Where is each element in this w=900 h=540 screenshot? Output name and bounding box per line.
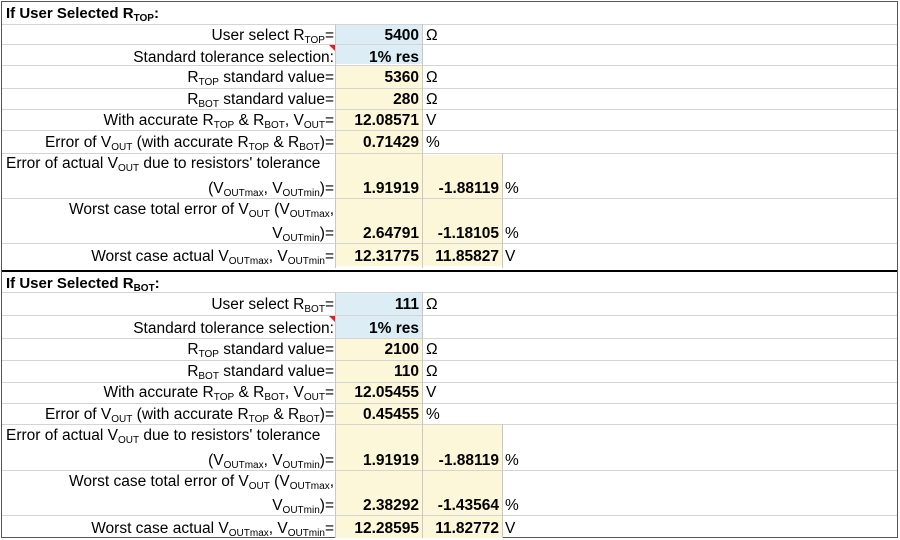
volt-unit: V — [505, 520, 516, 537]
accurate-vout-value: 12.05455 — [354, 384, 419, 401]
error-vout-label: Error of VOUT (with accurate RTOP & RBOT… — [44, 134, 334, 153]
volt-unit: V — [426, 112, 437, 129]
worst-total-error-max: 2.64791 — [362, 225, 419, 242]
percent-unit: % — [505, 225, 519, 242]
tolerance-error-label-line1: Error of actual VOUT due to resistors' t… — [6, 427, 321, 446]
tolerance-select[interactable]: 1% res — [369, 49, 419, 66]
user-select-label: User select RBOT= — [211, 296, 334, 315]
ohm-unit: Ω — [426, 91, 438, 108]
percent-unit: % — [505, 452, 519, 469]
volt-unit: V — [505, 248, 516, 265]
user-select-input[interactable]: 111 — [394, 296, 419, 313]
ohm-unit: Ω — [426, 341, 438, 358]
comment-indicator-icon[interactable] — [329, 316, 335, 322]
rtop-standard-label: RTOP standard value= — [187, 69, 334, 88]
tolerance-error-min: -1.88119 — [438, 180, 499, 197]
result-cells-bg-2 — [423, 155, 502, 266]
comment-indicator-icon[interactable] — [329, 45, 335, 51]
worst-actual-min: 11.82772 — [435, 520, 499, 537]
accurate-vout-label: With accurate RTOP & RBOT, VOUT= — [103, 112, 335, 131]
accurate-vout-value: 12.08571 — [354, 112, 419, 129]
user-select-input[interactable]: 5400 — [384, 27, 419, 44]
accurate-vout-label: With accurate RTOP & RBOT, VOUT= — [103, 384, 335, 403]
tolerance-select[interactable]: 1% res — [369, 320, 419, 337]
rbot-standard-label: RBOT standard value= — [187, 363, 334, 382]
section-user-selected-rbot: If User Selected RBOT: User select RBOT=… — [2, 270, 897, 540]
worst-actual-max: 12.31775 — [354, 248, 419, 265]
percent-unit: % — [426, 134, 440, 151]
section-title: If User Selected RTOP: — [6, 5, 159, 24]
worst-actual-max: 12.28595 — [354, 520, 419, 537]
tolerance-error-max: 1.91919 — [362, 180, 419, 197]
result-cells-bg — [336, 339, 422, 538]
tolerance-error-max: 1.91919 — [362, 452, 419, 469]
worst-total-error-label-line1: Worst case total error of VOUT (VOUTmax, — [69, 201, 334, 220]
worst-total-error-label-line2: VOUTmin)= — [272, 225, 334, 244]
tolerance-error-label-line2: (VOUTmax, VOUTmin)= — [208, 180, 334, 199]
worst-actual-label: Worst case actual VOUTmax, VOUTmin= — [91, 248, 334, 267]
tolerance-error-label-line2: (VOUTmax, VOUTmin)= — [208, 452, 334, 471]
worst-total-error-min: -1.18105 — [437, 225, 499, 242]
volt-unit: V — [426, 384, 437, 401]
rbot-standard-label: RBOT standard value= — [187, 91, 334, 110]
ohm-unit: Ω — [426, 363, 438, 380]
tolerance-error-label-line1: Error of actual VOUT due to resistors' t… — [6, 155, 321, 174]
section-title: If User Selected RBOT: — [6, 275, 160, 294]
rtop-standard-label: RTOP standard value= — [187, 341, 334, 360]
worst-actual-min: 11.85827 — [435, 248, 499, 265]
rbot-standard-value: 110 — [393, 363, 419, 380]
tolerance-error-min: -1.88119 — [438, 452, 499, 469]
rbot-standard-value: 280 — [393, 91, 419, 108]
percent-unit: % — [505, 497, 519, 514]
worst-total-error-label-line2: VOUTmin)= — [272, 497, 334, 516]
tolerance-label: Standard tolerance selection: — [133, 320, 334, 337]
ohm-unit: Ω — [426, 296, 438, 313]
rtop-standard-value: 2100 — [384, 341, 419, 358]
worst-actual-label: Worst case actual VOUTmax, VOUTmin= — [91, 520, 334, 539]
percent-unit: % — [505, 180, 519, 197]
error-vout-value: 0.71429 — [362, 134, 419, 151]
section-user-selected-rtop: If User Selected RTOP: User select RTOP=… — [2, 2, 897, 269]
worst-total-error-min: -1.43564 — [437, 497, 499, 514]
error-vout-label: Error of VOUT (with accurate RTOP & RBOT… — [44, 406, 334, 425]
worst-total-error-max: 2.38292 — [362, 497, 419, 514]
error-vout-value: 0.45455 — [362, 406, 419, 423]
result-cells-bg — [336, 65, 422, 266]
percent-unit: % — [426, 406, 440, 423]
result-cells-bg-2 — [423, 425, 502, 538]
ohm-unit: Ω — [426, 69, 438, 86]
tolerance-label: Standard tolerance selection: — [133, 49, 334, 66]
worst-total-error-label-line1: Worst case total error of VOUT (VOUTmax, — [69, 473, 334, 492]
rtop-standard-value: 5360 — [384, 69, 419, 86]
ohm-unit: Ω — [426, 27, 438, 44]
user-select-label: User select RTOP= — [211, 27, 334, 46]
